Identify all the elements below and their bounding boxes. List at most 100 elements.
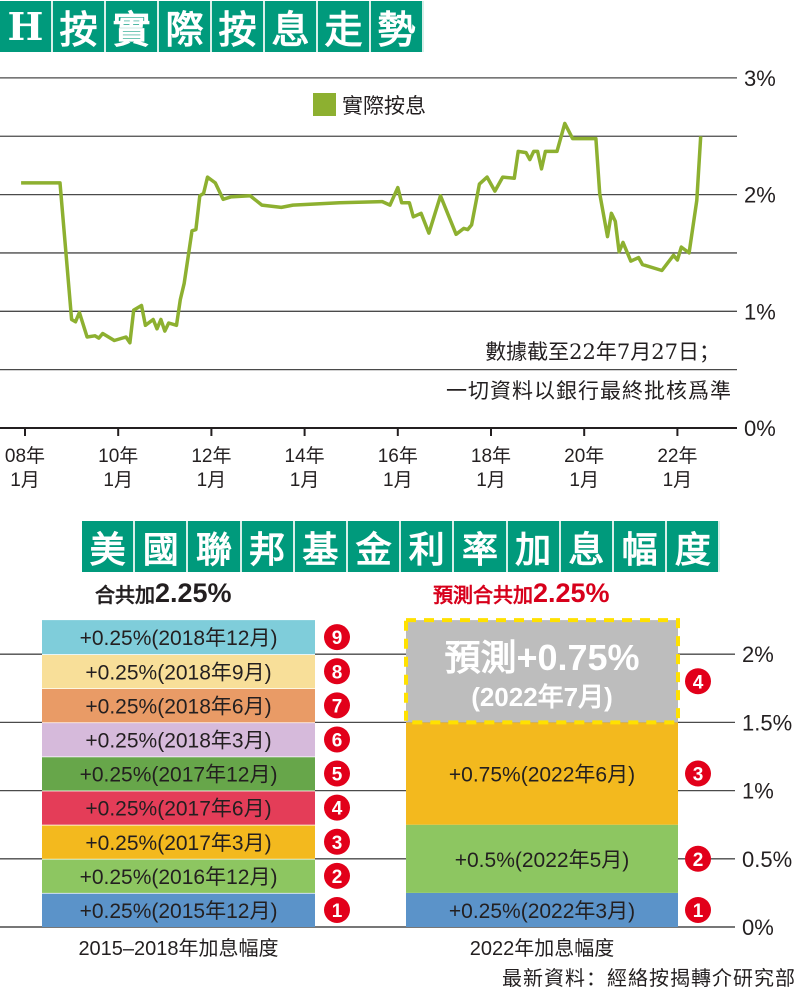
y-tick-label: 1%	[742, 779, 774, 804]
bar-segment	[42, 756, 315, 791]
data-cutoff-note: 數據截至22年7月27日；	[485, 340, 720, 364]
title-char: 率	[454, 521, 508, 572]
x-tick-label-month: 1月	[103, 470, 133, 491]
segment-label: +0.25%(2015年12月)	[80, 900, 278, 923]
step-number-badge	[324, 692, 350, 719]
y-tick-label: 1%	[744, 299, 776, 324]
forecast-date-label: (2022年7月)	[471, 682, 613, 712]
step-number: 6	[332, 730, 343, 751]
bar-segment	[42, 688, 315, 723]
segment-label: +0.25%(2018年9月)	[85, 661, 271, 684]
step-number: 3	[332, 833, 343, 854]
segment-label: +0.25%(2018年3月)	[85, 729, 271, 752]
segment-label: +0.25%(2018年6月)	[85, 695, 271, 718]
step-number-badge	[685, 668, 711, 695]
title-char: 金	[348, 521, 402, 572]
segment-label: +0.25%(2016年12月)	[80, 866, 278, 889]
y-tick-label: 2%	[744, 183, 776, 208]
step-number: 1	[332, 901, 343, 922]
category-label: 2015–2018年加息幅度	[78, 937, 278, 960]
step-number-badge	[685, 896, 711, 923]
bar-segment	[42, 620, 315, 655]
segment-label: +0.25%(2022年3月)	[449, 900, 635, 923]
title-char: 按	[53, 1, 106, 52]
total-right-value: 2.25%	[533, 578, 610, 608]
x-tick-label-month: 1月	[290, 470, 320, 491]
y-tick-label: 0%	[744, 416, 776, 441]
x-tick-label-year: 18年	[471, 445, 511, 467]
y-tick-label: 1.5%	[742, 710, 792, 735]
step-number: 7	[332, 696, 343, 717]
x-tick-label-year: 08年	[5, 445, 45, 467]
step-number: 4	[693, 672, 704, 693]
legend-swatch	[313, 93, 336, 116]
step-number-badge	[324, 828, 350, 855]
total-left: 合共加2.25%	[95, 578, 232, 609]
step-number: 1	[693, 901, 704, 922]
step-number: 5	[332, 765, 343, 786]
x-tick-label-year: 22年	[657, 445, 697, 467]
bar-segment	[406, 824, 678, 893]
category-label: 2022年加息幅度	[470, 937, 615, 960]
step-number: 9	[332, 628, 343, 649]
x-tick-label-year: 12年	[191, 445, 231, 467]
x-tick-label-month: 1月	[383, 470, 413, 491]
y-tick-label: 0.5%	[742, 847, 792, 872]
x-tick-label-year: 16年	[378, 445, 418, 467]
step-number-badge	[324, 862, 350, 889]
step-number-badge	[324, 896, 350, 923]
x-tick-label-month: 1月	[569, 470, 599, 491]
segment-label: +0.5%(2022年5月)	[455, 849, 630, 872]
title-char: 際	[159, 1, 212, 52]
line-chart: 0% 1% 2% 3% 08年 1月 10年 1月 12年 1月 14年 1月 16年 1月 18年 1月 20…	[0, 66, 776, 491]
step-number-badge	[324, 794, 350, 821]
title-char: 度	[667, 521, 721, 572]
bar-segment	[406, 892, 678, 927]
title-char: 勢	[371, 1, 424, 52]
step-number: 3	[693, 765, 704, 786]
x-tick-label-year: 20年	[564, 445, 604, 467]
total-left-prefix: 合共加	[95, 585, 155, 607]
step-number: 2	[693, 850, 704, 871]
x-tick-label-month: 1月	[663, 470, 693, 491]
step-number: 4	[332, 799, 343, 820]
bar-segment	[42, 790, 315, 825]
step-number-badge	[324, 726, 350, 753]
x-tick-label-year: 10年	[98, 445, 138, 467]
title-char: H	[0, 1, 53, 52]
step-number: 8	[332, 662, 343, 683]
forecast-label: 預測+0.75%	[444, 637, 639, 678]
bar-segment	[42, 892, 315, 927]
y-tick-label: 3%	[744, 66, 776, 91]
title-char: 實	[106, 1, 159, 52]
series-line-actual-rate	[21, 121, 703, 345]
title-char: 息	[265, 1, 318, 52]
title-char: 走	[318, 1, 371, 52]
total-right: 預測合共加2.25%	[433, 578, 610, 609]
step-number-badge	[324, 658, 350, 685]
segment-label: +0.25%(2018年12月)	[80, 627, 278, 650]
bar-segment	[406, 722, 678, 825]
x-tick-label-month: 1月	[197, 470, 227, 491]
total-left-value: 2.25%	[155, 578, 232, 608]
x-tick-label-year: 14年	[285, 445, 325, 467]
segment-label: +0.75%(2022年6月)	[449, 764, 635, 787]
bar-segment	[42, 654, 315, 689]
title-char: 國	[135, 521, 189, 572]
title-char: 基	[294, 521, 348, 572]
bar-segment	[42, 858, 315, 893]
source-note: 最新資料：經絡按揭轉介研究部	[502, 966, 796, 990]
title-char: 聯	[188, 521, 242, 572]
segment-label: +0.25%(2017年3月)	[85, 832, 271, 855]
title-char: 息	[560, 521, 614, 572]
title-char: 按	[212, 1, 265, 52]
stacked-bar-chart: 0% 0.5% 1% 1.5% 2% +0.25%(2015年12月) 1 +0.25%(20…	[0, 618, 792, 960]
forecast-bar-segment	[404, 618, 680, 725]
bar-segment	[42, 722, 315, 757]
y-tick-label: 2%	[742, 642, 774, 667]
y-tick-label: 0%	[742, 915, 774, 940]
approval-note: 一切資料以銀行最終批核爲準	[446, 379, 732, 403]
step-number-badge	[324, 760, 350, 787]
x-tick-label-month: 1月	[476, 470, 506, 491]
segment-label: +0.25%(2017年12月)	[80, 764, 278, 787]
